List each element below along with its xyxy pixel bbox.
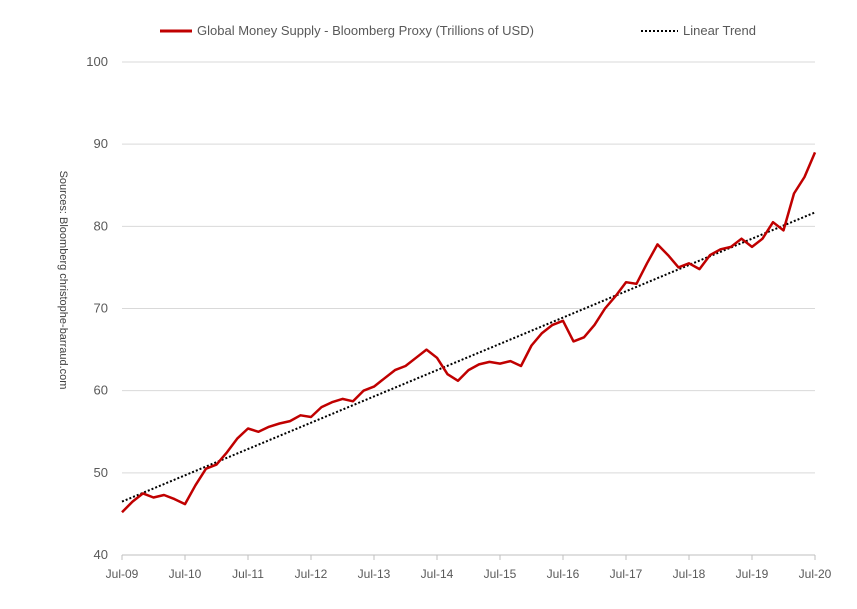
x-tick-label: Jul-18 [673,567,706,581]
trend-line [121,211,816,503]
money-supply-line [121,151,817,514]
x-tick-label: Jul-19 [736,567,769,581]
gridlines [122,61,815,474]
y-tick-label: 40 [94,547,108,562]
x-tick-label: Jul-17 [610,567,643,581]
x-tick-label: Jul-16 [547,567,580,581]
x-axis-labels: Jul-09 Jul-10 Jul-11 Jul-12 Jul-13 Jul-14 Jul-… [106,567,832,581]
y-tick-label: 70 [94,301,108,316]
y-tick-label: 80 [94,218,108,233]
source-note: Sources: Bloomberg christophe-barraud.co… [57,171,69,390]
x-tick-label: Jul-20 [799,567,832,581]
y-tick-label: 60 [94,383,108,398]
y-tick-label: 100 [86,54,108,69]
x-tick-label: Jul-10 [169,567,202,581]
series-layer [121,151,817,514]
y-tick-label: 90 [94,136,108,151]
x-axis-ticks [121,555,816,560]
legend-label: Linear Trend [683,23,756,38]
x-tick-label: Jul-13 [358,567,391,581]
y-axis-labels: 40 50 60 70 80 90 100 [86,54,108,562]
legend: Global Money Supply - Bloomberg Proxy (T… [160,23,756,38]
x-tick-label: Jul-15 [484,567,517,581]
x-tick-label: Jul-11 [232,567,264,581]
x-tick-label: Jul-14 [421,567,454,581]
legend-label: Global Money Supply - Bloomberg Proxy (T… [197,23,534,38]
y-tick-label: 50 [94,465,108,480]
x-tick-label: Jul-09 [106,567,139,581]
x-tick-label: Jul-12 [295,567,328,581]
